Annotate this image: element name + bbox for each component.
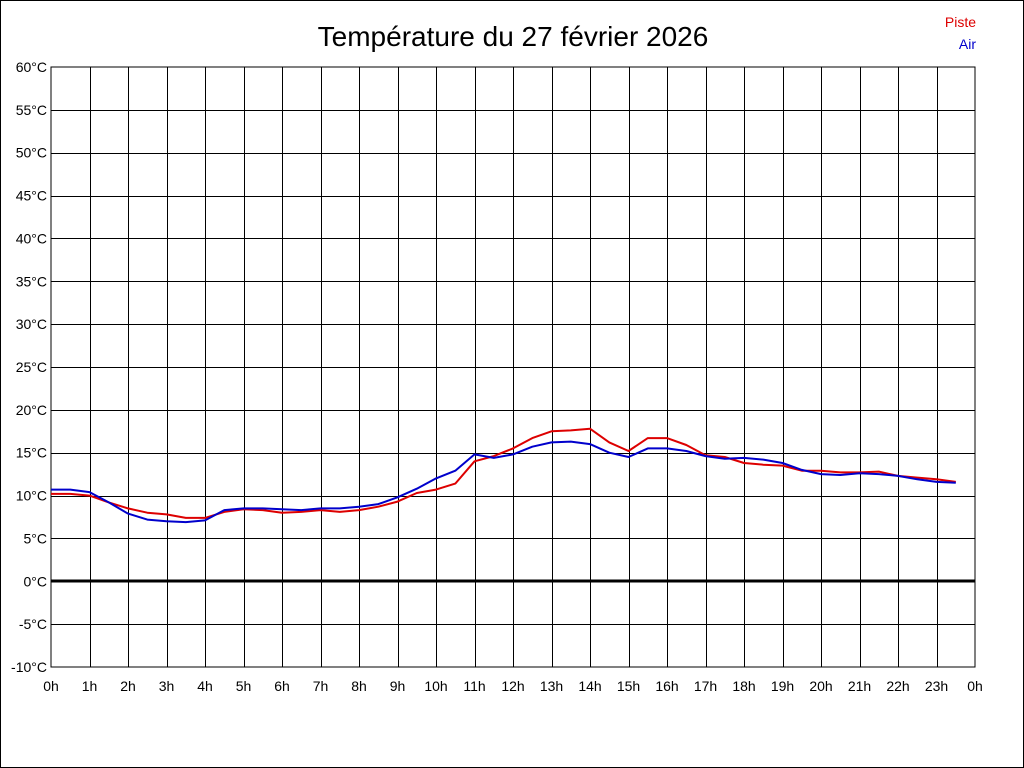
x-tick-label: 21h <box>848 678 871 694</box>
x-axis-tick-labels: 0h 1h 2h 3h 4h 5h 6h 7h 8h 9h 10h 11h 12h 13h 14h 15h 16… <box>43 678 983 694</box>
y-axis-tick-labels: 60°C 55°C 50°C 45°C 40°C 35°C 30°C 25°C 20°C 15°C… <box>11 59 47 675</box>
x-tick-label: 11h <box>463 678 485 694</box>
x-tick-label: 2h <box>120 678 136 694</box>
x-tick-label: 13h <box>540 678 563 694</box>
y-tick-label: 30°C <box>16 316 47 332</box>
legend-item-air: Air <box>959 36 976 52</box>
x-tick-label: 17h <box>694 678 717 694</box>
y-tick-label: 15°C <box>16 445 47 461</box>
y-tick-label: 0°C <box>24 573 48 589</box>
y-tick-label: 45°C <box>16 188 47 204</box>
x-tick-label: 8h <box>351 678 367 694</box>
x-tick-label: 9h <box>390 678 406 694</box>
y-tick-label: 20°C <box>16 402 47 418</box>
y-tick-label: -10°C <box>11 659 47 675</box>
y-tick-label: 40°C <box>16 230 47 246</box>
x-tick-label: 6h <box>274 678 290 694</box>
y-tick-label: -5°C <box>19 616 47 632</box>
x-tick-label: 1h <box>82 678 98 694</box>
x-tick-label: 23h <box>925 678 948 694</box>
x-tick-label: 12h <box>501 678 524 694</box>
x-tick-label: 20h <box>809 678 832 694</box>
series-layer <box>51 427 956 524</box>
y-tick-label: 50°C <box>16 145 47 161</box>
x-tick-label: 7h <box>313 678 329 694</box>
y-tick-label: 5°C <box>24 530 48 546</box>
x-tick-label: 4h <box>197 678 213 694</box>
y-tick-label: 60°C <box>16 59 47 75</box>
chart-grid <box>50 66 976 668</box>
x-tick-label: 19h <box>771 678 794 694</box>
legend-item-piste: Piste <box>945 14 976 30</box>
y-tick-label: 35°C <box>16 273 47 289</box>
y-tick-label: 25°C <box>16 359 47 375</box>
x-tick-label: 5h <box>236 678 252 694</box>
x-tick-label: 15h <box>617 678 640 694</box>
x-tick-label: 3h <box>159 678 175 694</box>
y-tick-label: 10°C <box>16 488 47 504</box>
chart-title: Température du 27 février 2026 <box>318 21 709 52</box>
y-tick-label: 55°C <box>16 102 47 118</box>
x-tick-label: 10h <box>424 678 447 694</box>
x-tick-label: 0h <box>43 678 59 694</box>
x-tick-label: 18h <box>732 678 755 694</box>
x-tick-label: 0h <box>967 678 983 694</box>
x-tick-label: 14h <box>578 678 601 694</box>
x-tick-label: 22h <box>886 678 909 694</box>
x-tick-label: 16h <box>655 678 678 694</box>
series-line-air <box>51 440 956 524</box>
legend: Piste Air <box>945 14 976 52</box>
